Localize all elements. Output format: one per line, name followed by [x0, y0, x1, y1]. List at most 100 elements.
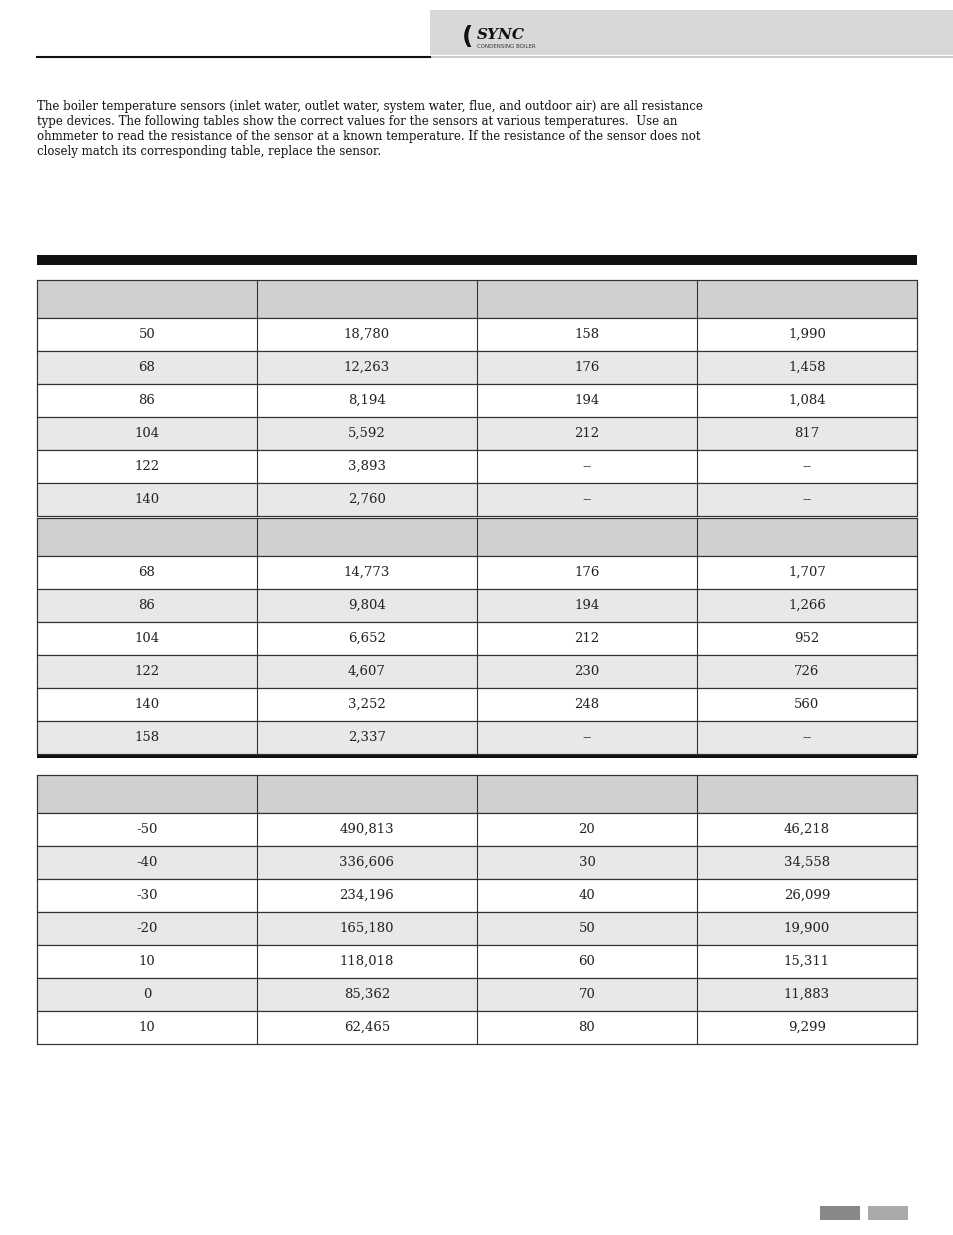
Text: 6,652: 6,652 — [348, 632, 386, 645]
Text: 2,760: 2,760 — [348, 493, 386, 506]
Bar — [37, 721, 916, 755]
Bar — [37, 351, 916, 384]
Bar — [37, 1011, 916, 1044]
Text: 122: 122 — [134, 459, 159, 473]
Text: 9,804: 9,804 — [348, 599, 385, 613]
Text: 248: 248 — [574, 698, 598, 711]
Text: -20: -20 — [136, 923, 157, 935]
Text: 80: 80 — [578, 1021, 595, 1034]
Text: -50: -50 — [136, 823, 157, 836]
Text: 19,900: 19,900 — [783, 923, 829, 935]
Text: 26,099: 26,099 — [783, 889, 829, 902]
Text: 86: 86 — [138, 599, 155, 613]
Text: 1,707: 1,707 — [787, 566, 825, 579]
Text: 122: 122 — [134, 664, 159, 678]
Text: 104: 104 — [134, 632, 159, 645]
Text: 1,458: 1,458 — [787, 361, 825, 374]
Bar — [37, 483, 916, 516]
Text: --: -- — [801, 459, 811, 473]
Text: The boiler temperature sensors (inlet water, outlet water, system water, flue, a: The boiler temperature sensors (inlet wa… — [37, 100, 702, 158]
Bar — [37, 622, 916, 655]
Text: -30: -30 — [136, 889, 157, 902]
Bar — [37, 589, 916, 622]
Bar — [37, 450, 916, 483]
Bar — [37, 776, 916, 813]
Text: 194: 194 — [574, 599, 599, 613]
Text: 1,990: 1,990 — [787, 329, 825, 341]
Text: 15,311: 15,311 — [783, 955, 829, 968]
Text: 12,263: 12,263 — [343, 361, 390, 374]
Bar — [37, 879, 916, 911]
Text: 490,813: 490,813 — [339, 823, 394, 836]
Bar — [37, 280, 916, 317]
Text: 1,084: 1,084 — [787, 394, 825, 408]
Text: 3,252: 3,252 — [348, 698, 385, 711]
Bar — [37, 492, 916, 501]
Text: 68: 68 — [138, 361, 155, 374]
Text: 158: 158 — [134, 731, 159, 743]
Text: 8,194: 8,194 — [348, 394, 385, 408]
Text: 176: 176 — [574, 566, 599, 579]
Text: --: -- — [801, 493, 811, 506]
Text: 234,196: 234,196 — [339, 889, 394, 902]
Bar — [820, 1207, 859, 1220]
Text: 212: 212 — [574, 427, 598, 440]
Text: 140: 140 — [134, 698, 159, 711]
Text: CONDENSING BOILER: CONDENSING BOILER — [476, 43, 535, 48]
Text: 60: 60 — [578, 955, 595, 968]
Text: 14,773: 14,773 — [343, 566, 390, 579]
Text: (: ( — [462, 25, 474, 49]
Bar — [37, 254, 916, 266]
Text: 20: 20 — [578, 823, 595, 836]
Text: 5,592: 5,592 — [348, 427, 385, 440]
Text: 30: 30 — [578, 856, 595, 869]
Text: 212: 212 — [574, 632, 598, 645]
Text: 726: 726 — [794, 664, 819, 678]
Text: --: -- — [581, 459, 591, 473]
Bar — [37, 978, 916, 1011]
Text: 118,018: 118,018 — [339, 955, 394, 968]
Text: 2,337: 2,337 — [348, 731, 386, 743]
Bar — [867, 1207, 907, 1220]
Bar — [37, 384, 916, 417]
Text: 34,558: 34,558 — [783, 856, 829, 869]
Text: 230: 230 — [574, 664, 599, 678]
Bar — [37, 846, 916, 879]
Text: 50: 50 — [138, 329, 155, 341]
Bar — [37, 417, 916, 450]
Bar — [37, 655, 916, 688]
Text: SYNC: SYNC — [476, 28, 524, 42]
Text: 70: 70 — [578, 988, 595, 1002]
Bar — [37, 317, 916, 351]
Text: 194: 194 — [574, 394, 599, 408]
Text: 1,266: 1,266 — [787, 599, 825, 613]
Bar — [37, 911, 916, 945]
Text: --: -- — [581, 731, 591, 743]
Text: --: -- — [801, 731, 811, 743]
Text: 104: 104 — [134, 427, 159, 440]
Text: 3,893: 3,893 — [348, 459, 386, 473]
Bar — [37, 748, 916, 758]
Text: 176: 176 — [574, 361, 599, 374]
Text: --: -- — [581, 493, 591, 506]
Text: 10: 10 — [138, 1021, 155, 1034]
Bar — [37, 813, 916, 846]
Text: 50: 50 — [578, 923, 595, 935]
Text: 4,607: 4,607 — [348, 664, 386, 678]
Text: 158: 158 — [574, 329, 598, 341]
Bar — [37, 945, 916, 978]
Text: 165,180: 165,180 — [339, 923, 394, 935]
Text: 0: 0 — [143, 988, 151, 1002]
Text: 336,606: 336,606 — [339, 856, 395, 869]
Text: 68: 68 — [138, 566, 155, 579]
Text: 62,465: 62,465 — [343, 1021, 390, 1034]
Text: 952: 952 — [794, 632, 819, 645]
Text: 10: 10 — [138, 955, 155, 968]
Text: 46,218: 46,218 — [783, 823, 829, 836]
Text: 9,299: 9,299 — [787, 1021, 825, 1034]
Text: 560: 560 — [794, 698, 819, 711]
Text: 40: 40 — [578, 889, 595, 902]
Text: 18,780: 18,780 — [344, 329, 390, 341]
Text: 85,362: 85,362 — [343, 988, 390, 1002]
Bar — [37, 556, 916, 589]
